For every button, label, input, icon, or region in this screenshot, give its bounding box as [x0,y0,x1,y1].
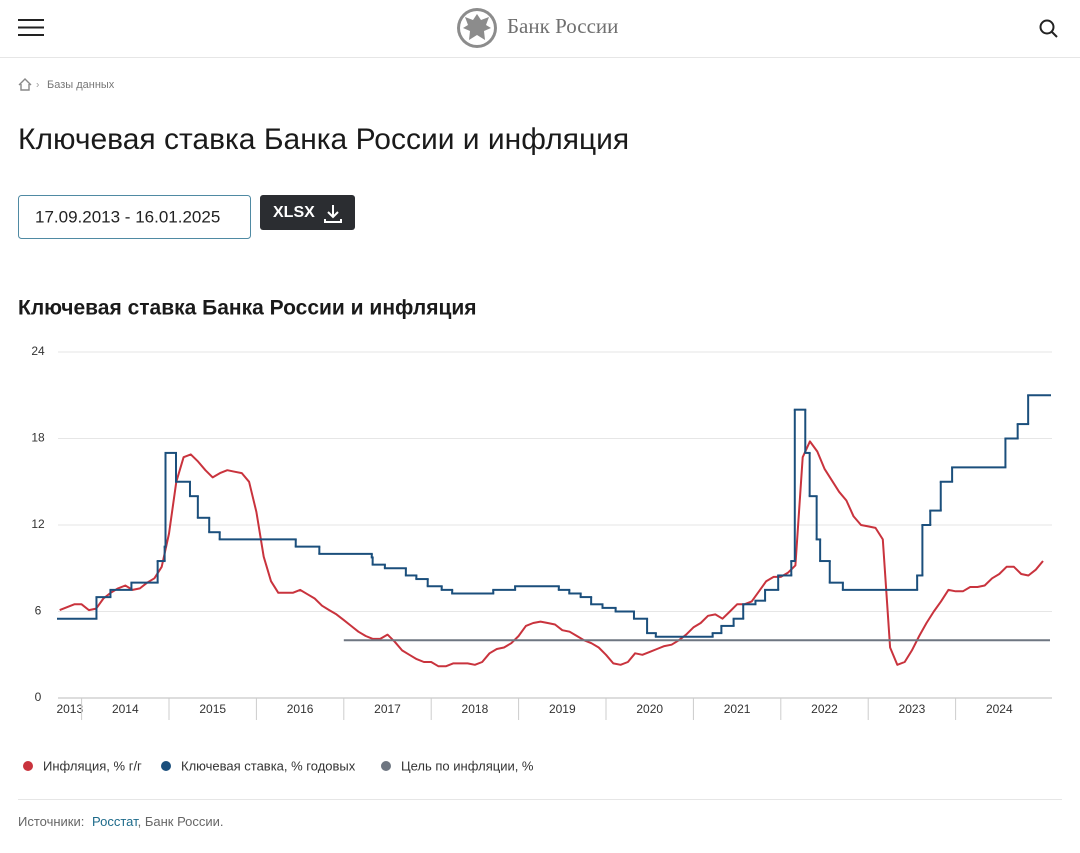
header [0,0,1080,57]
sources-suffix: , Банк России. [138,814,224,829]
home-icon[interactable] [18,78,32,91]
download-icon [324,205,342,223]
x-tick-label: 2020 [636,702,663,716]
logo-text: Банк России [507,14,618,38]
search-button[interactable] [1039,19,1058,38]
y-tick-label: 18 [31,431,45,445]
breadcrumb-separator: › [36,80,39,91]
plot-area: 0 6 12 18 24 2013 2014 2015 2016 2017 2018 2019 2020… [31,344,1052,720]
x-tick-label: 2023 [899,702,926,716]
x-tick-label: 2013 [56,702,83,716]
menu-button[interactable] [18,19,44,36]
page-title: Ключевая ставка Банка России и инфляция [18,123,629,156]
legend-marker [23,761,33,771]
series-line [59,440,1044,668]
x-tick-label: 2024 [986,702,1013,716]
x-tick-label: 2015 [199,702,226,716]
breadcrumb-link[interactable]: Базы данных [47,79,115,91]
logo[interactable]: Банк России [457,8,618,48]
y-tick-label: 0 [35,690,42,704]
x-tick-label: 2016 [287,702,314,716]
date-range-text: 17.09.2013 - 16.01.2025 [35,207,220,226]
x-tick-label: 2014 [112,702,139,716]
sources: Источники: Росстат, Банк России. [18,814,224,829]
legend: Инфляция, % г/г Ключевая ставка, % годовы… [23,758,534,773]
y-tick-label: 24 [31,344,45,358]
chart-title: Ключевая ставка Банка России и инфляция [18,297,477,320]
sources-link[interactable]: Росстат [92,814,139,829]
legend-label: Цель по инфляции, % [401,758,534,773]
x-tick-label: 2021 [724,702,751,716]
legend-label: Ключевая ставка, % годовых [181,758,356,773]
y-tick-label: 6 [35,604,42,618]
download-button-label: XLSX [273,204,315,221]
x-tick-label: 2018 [462,702,489,716]
legend-marker [381,761,391,771]
y-tick-label: 12 [31,517,45,531]
legend-marker [161,761,171,771]
x-tick-label: 2022 [811,702,838,716]
x-tick-label: 2017 [374,702,401,716]
date-range-input[interactable] [18,195,251,239]
legend-label: Инфляция, % г/г [43,758,142,773]
x-tick-label: 2019 [549,702,576,716]
sources-prefix: Источники: [18,814,84,829]
